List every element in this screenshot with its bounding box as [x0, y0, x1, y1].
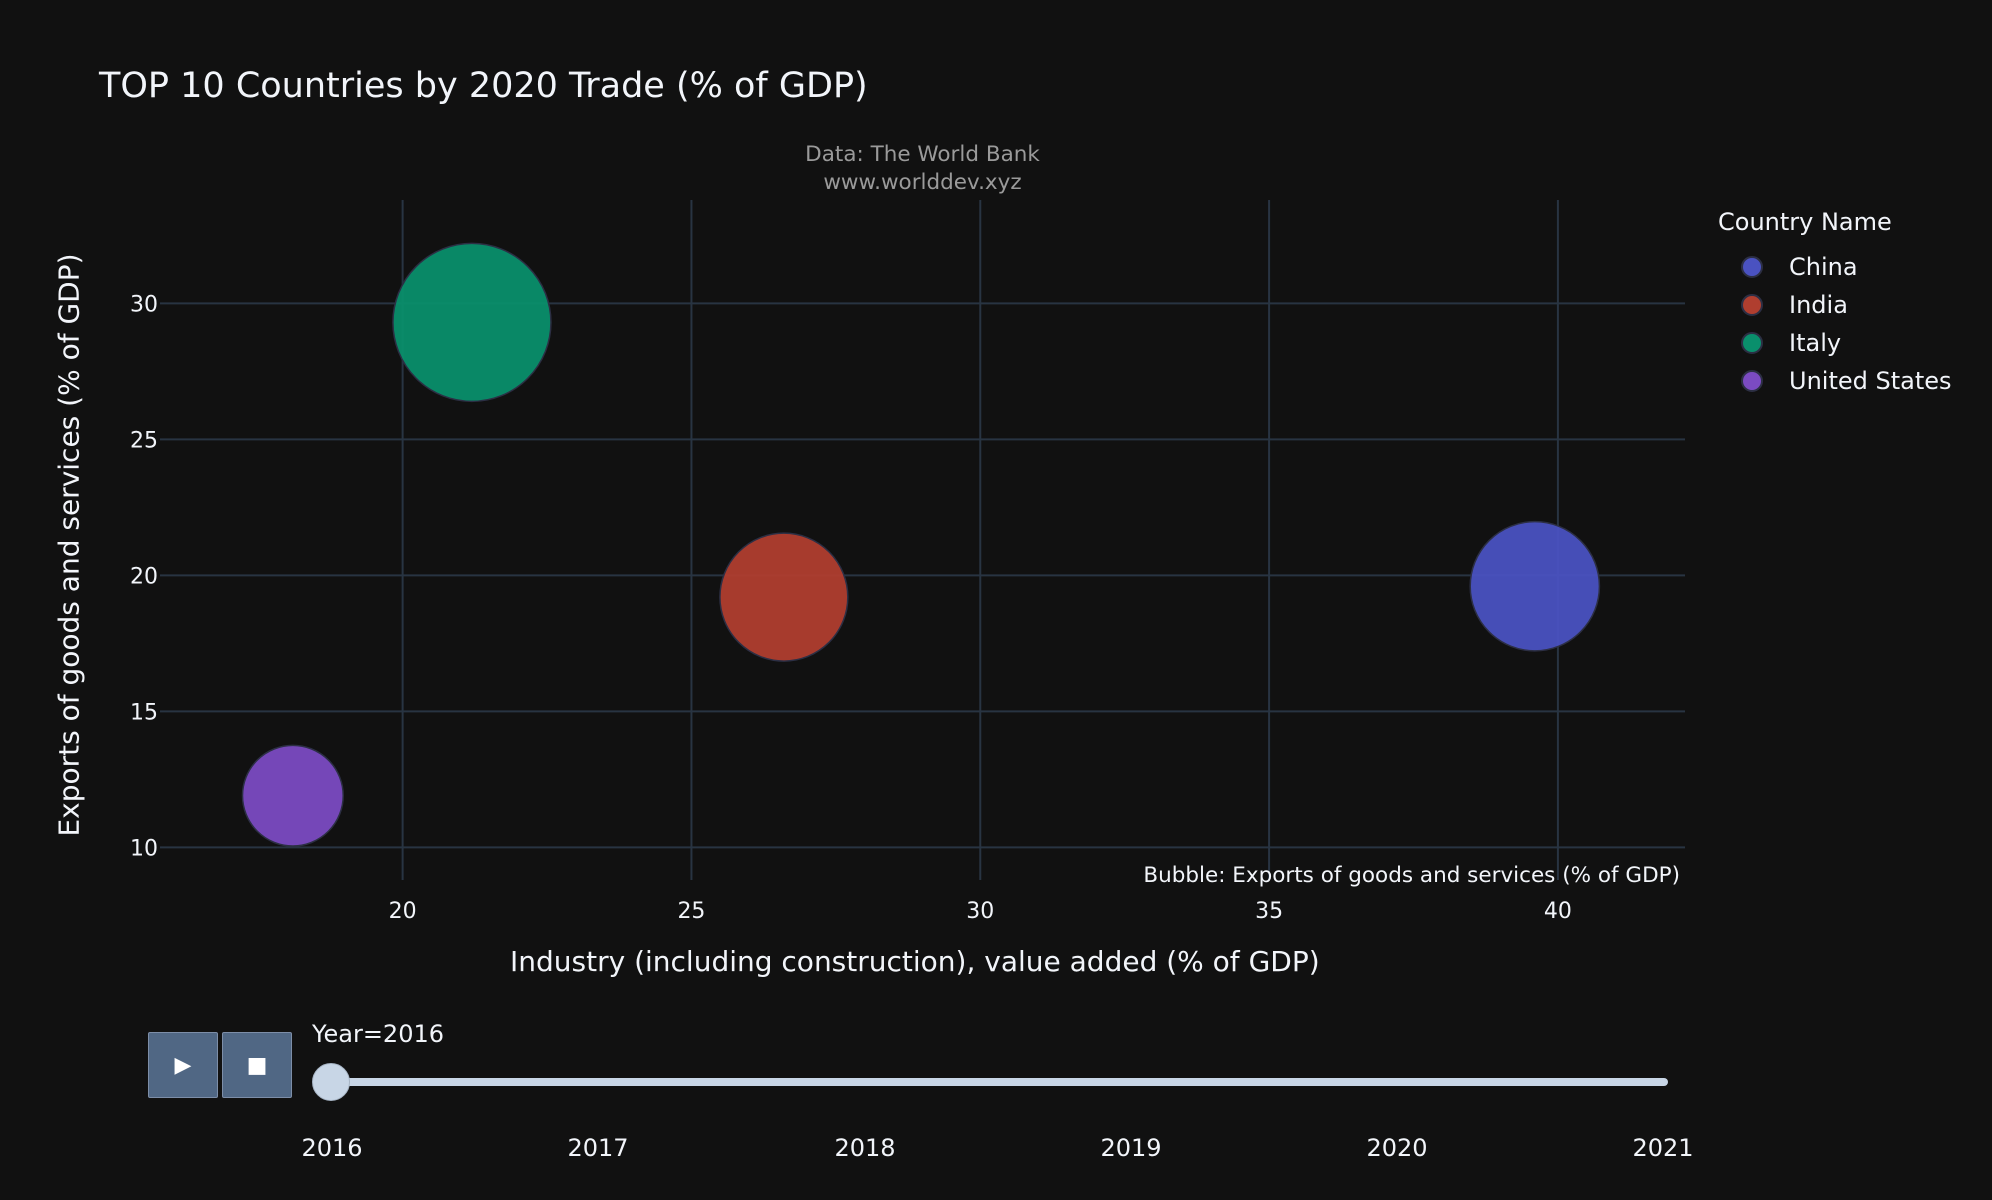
year-tick-2021[interactable]: 2021 [1632, 1134, 1694, 1162]
legend-item-italy[interactable]: Italy [1718, 324, 1952, 362]
legend-label: India [1789, 291, 1848, 319]
current-year-label: Year=2016 [312, 1020, 444, 1048]
y-axis-label: Exports of goods and services (% of GDP) [52, 253, 86, 837]
legend-title: Country Name [1718, 208, 1892, 236]
bubble-india[interactable] [719, 532, 849, 662]
x-tick-label: 25 [677, 899, 705, 924]
y-tick-label: 30 [130, 292, 158, 317]
x-tick-label: 20 [389, 899, 417, 924]
chart-title: TOP 10 Countries by 2020 Trade (% of GDP… [99, 66, 868, 106]
year-slider-track[interactable] [330, 1078, 1668, 1086]
x-tick-label: 30 [966, 899, 994, 924]
legend-item-china[interactable]: China [1718, 248, 1952, 286]
year-tick-2019[interactable]: 2019 [1100, 1134, 1162, 1162]
play-button[interactable]: ▶ [148, 1032, 218, 1098]
legend-marker-icon [1741, 294, 1763, 316]
x-axis-label: Industry (including construction), value… [510, 945, 1320, 978]
year-tick-2020[interactable]: 2020 [1366, 1134, 1428, 1162]
axis-ticks: 20 25 30 35 40 10 15 20 25 30 [130, 292, 1572, 924]
legend-marker-icon [1741, 332, 1763, 354]
year-tick-2017[interactable]: 2017 [567, 1134, 629, 1162]
y-tick-label: 25 [130, 428, 158, 453]
bubble-united-states[interactable] [241, 744, 344, 847]
play-icon: ▶ [174, 1052, 192, 1078]
stop-icon: ■ [246, 1052, 268, 1078]
bubble-size-note: Bubble: Exports of goods and services (%… [1143, 863, 1680, 888]
legend-label: United States [1789, 367, 1952, 395]
x-tick-label: 35 [1255, 899, 1283, 924]
legend-marker-icon [1741, 370, 1763, 392]
y-tick-label: 15 [130, 700, 158, 725]
source-line-2: www.worlddev.xyz [823, 170, 1022, 195]
legend-marker-icon [1741, 256, 1763, 278]
legend-label: China [1789, 253, 1858, 281]
legend-item-united-states[interactable]: United States [1718, 362, 1952, 400]
y-tick-label: 20 [130, 564, 158, 589]
legend-label: Italy [1789, 329, 1842, 357]
y-tick-label: 10 [130, 836, 158, 861]
bubble-china[interactable] [1469, 520, 1601, 652]
bubbles [241, 242, 1601, 847]
legend-item-india[interactable]: India [1718, 286, 1952, 324]
legend: Country Name China India Italy United St… [1718, 208, 1952, 400]
grid-lines [160, 200, 1685, 880]
source-line-1: Data: The World Bank [805, 142, 1040, 167]
x-tick-label: 40 [1544, 899, 1572, 924]
stop-button[interactable]: ■ [222, 1032, 292, 1098]
year-tick-2016[interactable]: 2016 [301, 1134, 363, 1162]
bubble-italy[interactable] [392, 242, 552, 403]
year-slider-handle[interactable] [312, 1063, 350, 1101]
year-tick-2018[interactable]: 2018 [834, 1134, 896, 1162]
